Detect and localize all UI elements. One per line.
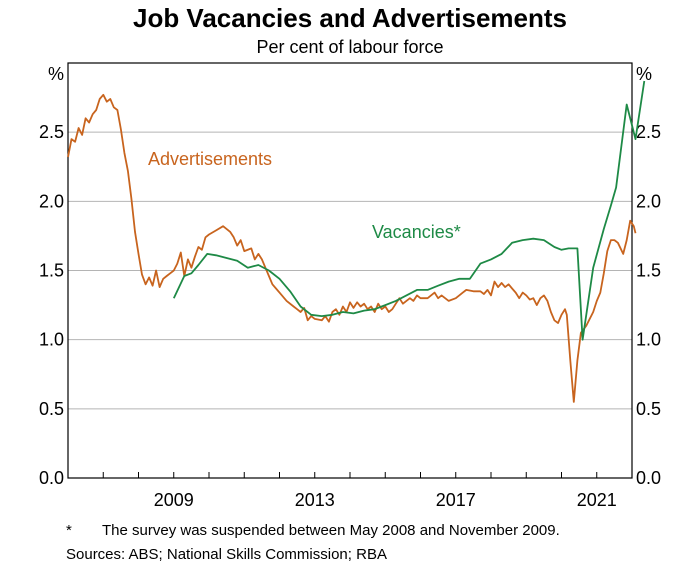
ytick-right-label-0: 0.0 <box>636 468 661 488</box>
xtick-label-1: 2013 <box>295 490 335 510</box>
ytick-right-label-5: 2.5 <box>636 122 661 142</box>
xtick-label-2: 2017 <box>436 490 476 510</box>
series-label-vacancies: Vacancies* <box>372 222 461 242</box>
ytick-right-label-4: 2.0 <box>636 191 661 211</box>
footnote-marker: * <box>66 522 72 539</box>
footnote: * The survey was suspended between May 20… <box>66 521 560 541</box>
sources-note: Sources: ABS; National Skills Commission… <box>66 546 387 563</box>
ytick-right-label-2: 1.0 <box>636 330 661 350</box>
chart-subtitle: Per cent of labour force <box>256 37 444 57</box>
ytick-left-label-1: 0.5 <box>39 399 64 419</box>
ytick-left-label-4: 2.0 <box>39 191 64 211</box>
xtick-label-3: 2021 <box>577 490 617 510</box>
xtick-label-0: 2009 <box>154 490 194 510</box>
series-line-vacancies <box>172 80 646 341</box>
ytick-left-label-0: 0.0 <box>39 468 64 488</box>
ytick-left-label-2: 1.0 <box>39 330 64 350</box>
ytick-right-label-3: 1.5 <box>636 261 661 281</box>
ytick-left-label-3: 1.5 <box>39 261 64 281</box>
y-unit-left: % <box>48 64 64 84</box>
footnote-text: The survey was suspended between May 200… <box>102 522 560 539</box>
ytick-right-label-1: 0.5 <box>636 399 661 419</box>
ytick-left-label-5: 2.5 <box>39 122 64 142</box>
chart-title: Job Vacancies and Advertisements <box>132 3 567 33</box>
series-label-advertisements: Advertisements <box>148 149 272 169</box>
y-unit-right: % <box>636 64 652 84</box>
series-line-advertisements <box>67 93 637 403</box>
